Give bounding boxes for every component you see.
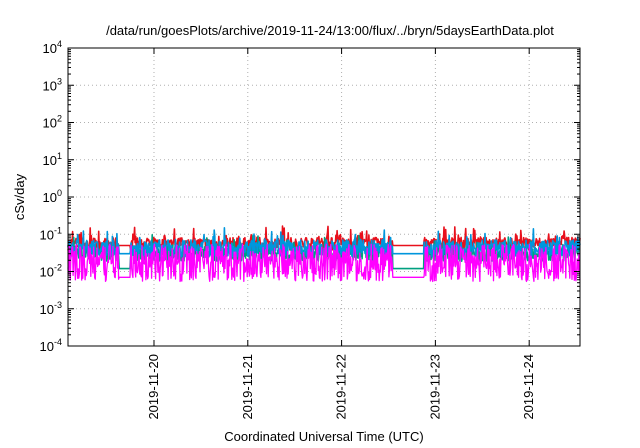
x-tick-label: 2019-11-20 xyxy=(146,354,161,420)
y-tick-label: 104 xyxy=(43,39,62,56)
grid-lines xyxy=(68,48,580,346)
y-tick-label: 103 xyxy=(43,76,62,93)
y-axis-label: cSv/day xyxy=(12,173,27,220)
x-axis-label: Coordinated Universal Time (UTC) xyxy=(224,429,423,444)
series-line xyxy=(67,243,581,283)
y-tick-label: 101 xyxy=(43,151,62,168)
y-tick-label: 10-4 xyxy=(40,337,62,354)
y-tick-label: 10-2 xyxy=(40,263,62,280)
series-layer xyxy=(67,225,581,283)
y-tick-label: 100 xyxy=(43,188,62,205)
x-tick-label: 2019-11-24 xyxy=(521,354,536,420)
tick-marks xyxy=(68,47,580,347)
x-tick-labels: 2019-11-20 2019-11-21 2019-11-22 2019-11-23… xyxy=(146,354,536,420)
x-tick-label: 2019-11-23 xyxy=(427,354,442,420)
y-tick-label: 10-1 xyxy=(40,225,62,242)
y-tick-label: 10-3 xyxy=(40,300,62,317)
y-tick-label: 102 xyxy=(43,114,62,131)
y-tick-labels: 10-4 10-3 10-2 10-1 100 101 102 103 104 xyxy=(40,39,62,354)
x-tick-label: 2019-11-21 xyxy=(240,354,255,420)
x-tick-label: 2019-11-22 xyxy=(334,354,349,420)
chart-title: /data/run/goesPlots/archive/2019-11-24/1… xyxy=(106,23,554,38)
